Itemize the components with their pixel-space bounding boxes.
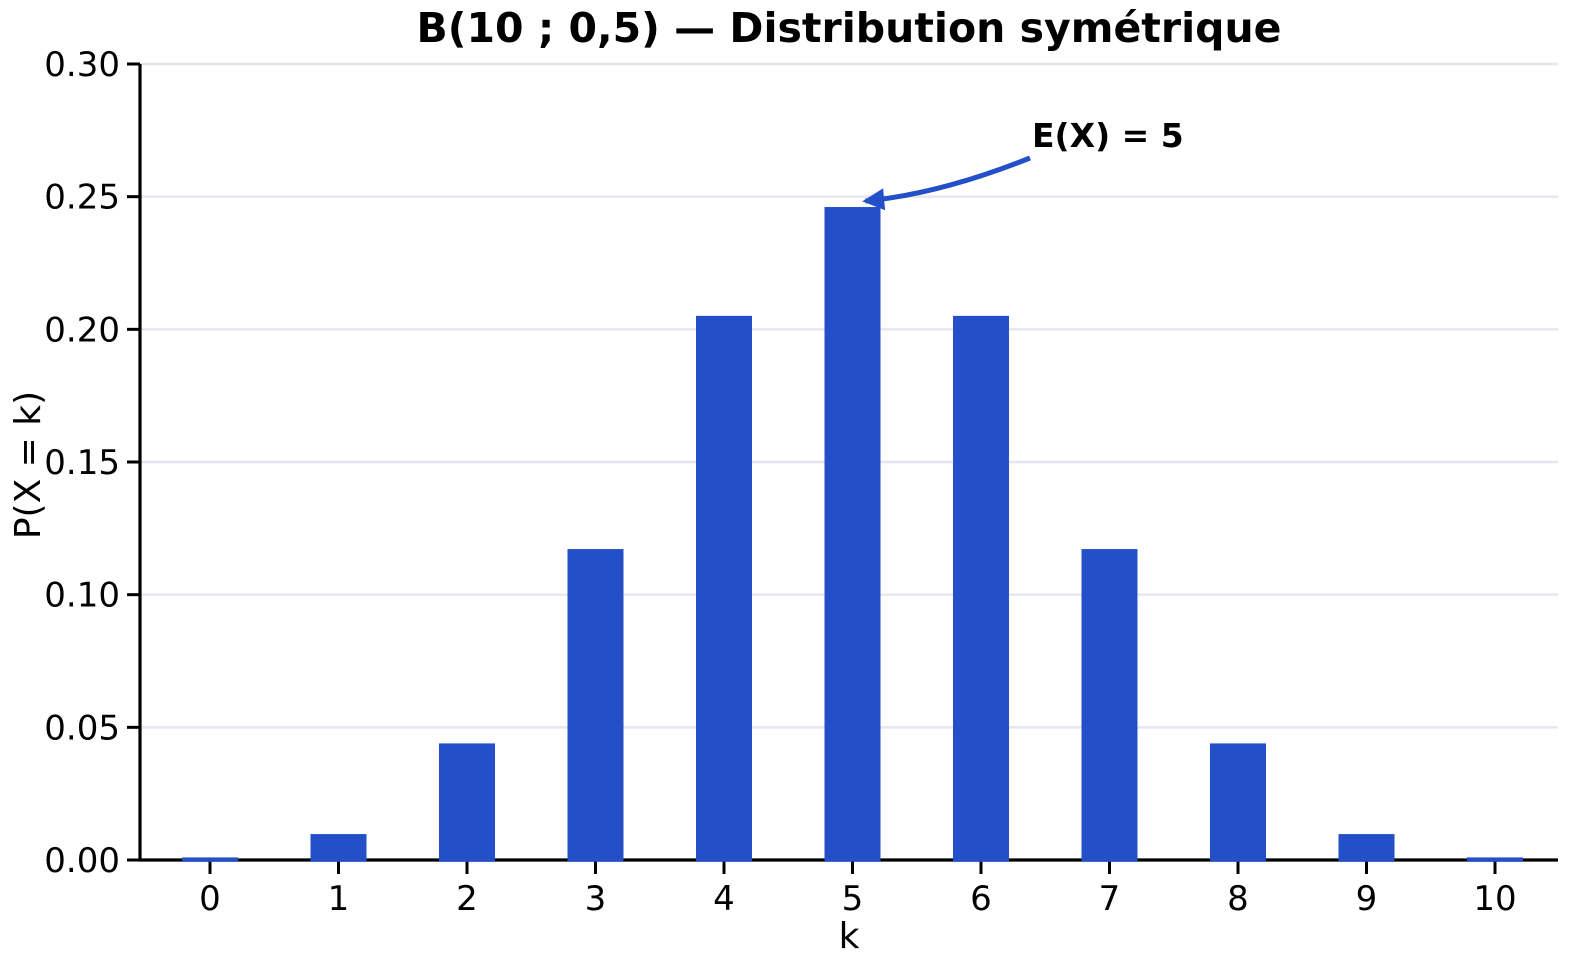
- y-tick-label: 0.10: [44, 576, 120, 616]
- chart-title: B(10 ; 0,5) — Distribution symétrique: [417, 4, 1282, 52]
- bar: [182, 857, 238, 862]
- x-tick-label: 3: [585, 879, 607, 919]
- bar: [567, 549, 624, 862]
- x-tick-label: 7: [1099, 879, 1121, 919]
- y-axis-label: P(X = k): [8, 391, 49, 539]
- x-tick-label: 5: [842, 879, 864, 919]
- bar: [824, 207, 881, 862]
- x-tick-label: 9: [1356, 879, 1378, 919]
- bar: [953, 315, 1009, 862]
- x-tick-label: 6: [970, 879, 992, 919]
- y-tick-label: 0.30: [44, 45, 120, 85]
- x-tick-label: 2: [456, 879, 478, 919]
- bar: [310, 834, 367, 862]
- y-tick-label: 0.15: [44, 443, 120, 483]
- bar: [696, 315, 752, 862]
- x-tick-label: 8: [1227, 879, 1249, 919]
- y-tick-label: 0.25: [44, 178, 120, 218]
- annotation-label: E(X) = 5: [1032, 116, 1184, 155]
- annotation: E(X) = 5: [862, 116, 1184, 211]
- x-tick-label: 10: [1473, 879, 1516, 919]
- y-tick-label: 0.05: [44, 708, 120, 748]
- y-tick-label: 0.20: [44, 310, 120, 350]
- bar: [1467, 857, 1523, 862]
- annotation-arrow-icon: [862, 155, 1031, 211]
- bar-series: [182, 207, 1523, 862]
- bar: [1210, 743, 1266, 862]
- x-tick-label: 4: [713, 879, 735, 919]
- x-tick-label: 0: [199, 879, 221, 919]
- x-tick-label: 1: [328, 879, 350, 919]
- x-axis-ticks: 0 1 2 3 4 5 6 7 8 9 10: [199, 861, 1517, 919]
- y-axis-ticks: 0.00 0.05 0.10 0.15 0.20 0.25 0.30: [44, 45, 140, 881]
- x-axis-label: k: [839, 916, 860, 957]
- y-tick-label: 0.00: [44, 841, 120, 881]
- bar: [439, 743, 495, 862]
- bar: [1338, 834, 1395, 862]
- bar: [1081, 549, 1138, 862]
